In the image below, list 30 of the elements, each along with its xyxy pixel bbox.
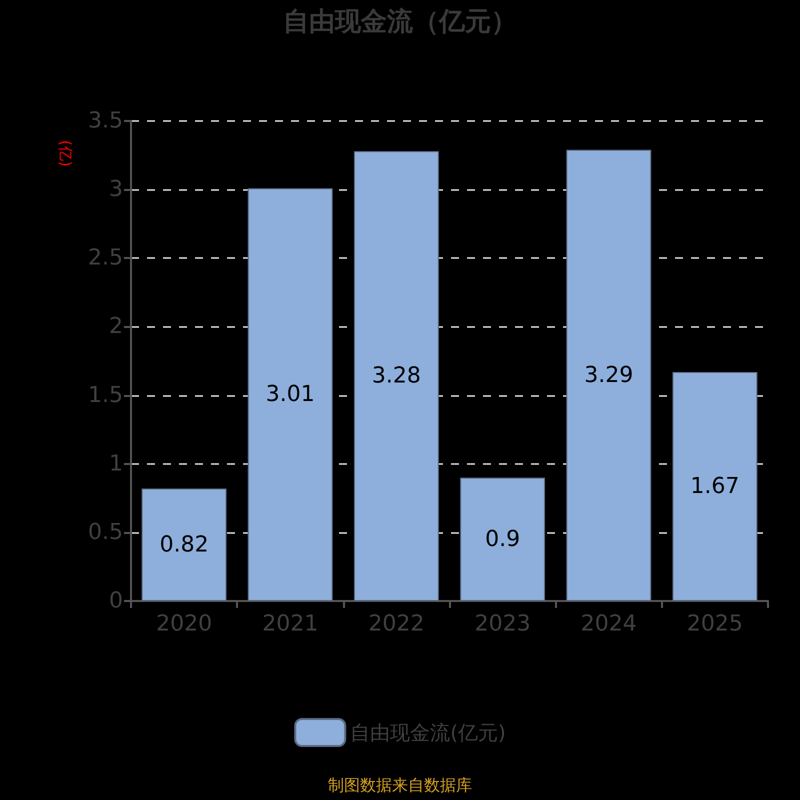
x-tick-label: 2022 bbox=[368, 612, 424, 636]
x-tick-label: 2023 bbox=[474, 612, 531, 636]
x-tick-label: 2020 bbox=[156, 612, 212, 636]
data-label: 0.9 bbox=[485, 526, 520, 552]
y-axis-title: (亿) bbox=[56, 140, 74, 167]
data-label: 1.67 bbox=[690, 474, 740, 499]
bar bbox=[460, 478, 546, 601]
data-label: 3.29 bbox=[584, 362, 634, 388]
chart-title: 自由现金流（亿元） bbox=[283, 7, 517, 37]
y-tick-label: 3.5 bbox=[88, 108, 123, 134]
bar bbox=[354, 151, 439, 601]
data-label: 3.28 bbox=[372, 364, 421, 389]
y-tick-label: 0 bbox=[109, 588, 123, 614]
y-tick-label: 2 bbox=[109, 314, 123, 340]
bar bbox=[248, 188, 333, 601]
x-tick-label: 2021 bbox=[262, 612, 318, 636]
x-tick-label: 2025 bbox=[686, 612, 743, 636]
y-tick-label: 2.5 bbox=[88, 246, 123, 271]
bar bbox=[672, 372, 758, 601]
data-label: 3.01 bbox=[266, 382, 315, 408]
bar bbox=[142, 488, 227, 601]
y-tick-label: 3 bbox=[109, 177, 123, 202]
legend-label: 自由现金流(亿元) bbox=[350, 720, 506, 744]
data-label: 0.82 bbox=[160, 532, 209, 558]
y-tick-label: 1.5 bbox=[88, 382, 123, 408]
x-tick-label: 2024 bbox=[580, 612, 637, 636]
y-tick-label: 0.5 bbox=[88, 520, 123, 545]
bar bbox=[566, 150, 652, 601]
text: 制图数据来自数据库 bbox=[328, 776, 472, 794]
y-tick-label: 1 bbox=[109, 451, 123, 476]
